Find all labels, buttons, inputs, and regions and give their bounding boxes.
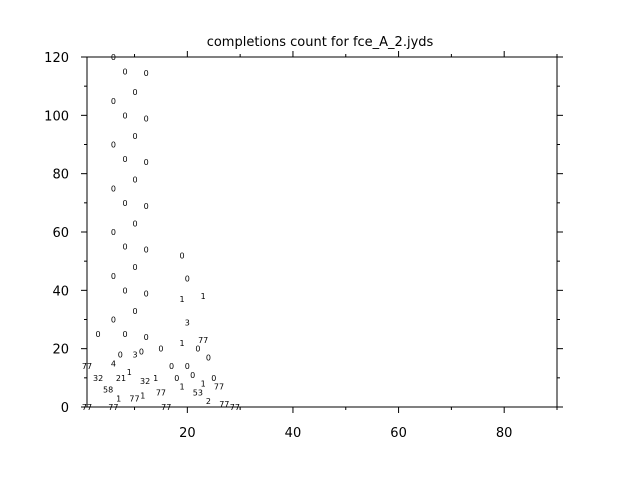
data-point-label: 58 bbox=[103, 386, 113, 395]
data-point-label: 0 bbox=[111, 316, 116, 325]
data-point-label: 77 bbox=[161, 403, 171, 412]
data-point-label: 1 bbox=[180, 383, 185, 392]
data-point-label: 0 bbox=[96, 330, 101, 339]
x-tick-label: 60 bbox=[390, 426, 407, 441]
data-point-label: 0 bbox=[144, 333, 149, 342]
data-point-label: 1 bbox=[180, 295, 185, 304]
data-point-label: 0 bbox=[133, 132, 138, 141]
data-point-label: 77 bbox=[108, 403, 118, 412]
data-point-label: 0 bbox=[195, 345, 200, 354]
data-point-label: 77 bbox=[156, 388, 166, 397]
data-point-label: 0 bbox=[206, 353, 211, 362]
data-point-label: 77 bbox=[198, 336, 208, 345]
x-tick-label: 80 bbox=[496, 426, 513, 441]
data-point-label: 0 bbox=[144, 158, 149, 167]
data-point-label: 77 bbox=[129, 394, 139, 403]
data-point-label: 0 bbox=[122, 155, 127, 164]
data-point-label: 1 bbox=[140, 391, 145, 400]
chart-title: completions count for fce_A_2.jyds bbox=[207, 35, 434, 50]
data-point-label: 0 bbox=[133, 219, 138, 228]
data-point-label: 32 bbox=[93, 374, 103, 383]
x-tick-label: 20 bbox=[179, 426, 196, 441]
data-point-label: 0 bbox=[185, 275, 190, 284]
data-point-label: 1 bbox=[201, 380, 206, 389]
data-point-label: 0 bbox=[111, 141, 116, 150]
y-tick-label: 80 bbox=[52, 168, 69, 183]
data-point-label: 0 bbox=[180, 251, 185, 260]
y-tick-label: 120 bbox=[44, 51, 69, 66]
data-point-label: 0 bbox=[122, 111, 127, 120]
data-point-label: 0 bbox=[144, 114, 149, 123]
data-point-label: 1 bbox=[127, 368, 132, 377]
data-point-label: 0 bbox=[190, 371, 195, 380]
data-point-label: 0 bbox=[211, 374, 216, 383]
data-point-label: 77 bbox=[214, 383, 224, 392]
y-tick-label: 60 bbox=[52, 226, 69, 241]
data-point-label: 0 bbox=[144, 202, 149, 211]
data-point-label: 0 bbox=[174, 374, 179, 383]
data-point-label: 0 bbox=[122, 330, 127, 339]
data-point-label: 0 bbox=[111, 97, 116, 106]
data-point-label: 53 bbox=[193, 388, 203, 397]
data-point-label: 0 bbox=[111, 272, 116, 281]
data-point-label: 77 bbox=[230, 403, 240, 412]
data-point-label: 0 bbox=[122, 286, 127, 295]
data-point-label: 1 bbox=[180, 339, 185, 348]
plot-frame bbox=[86, 56, 558, 408]
data-point-label: 1 bbox=[201, 292, 206, 301]
data-point-label: 21 bbox=[116, 374, 126, 383]
data-point-label: 0 bbox=[111, 228, 116, 237]
y-tick-label: 100 bbox=[44, 109, 69, 124]
data-point-label: 0 bbox=[144, 69, 149, 78]
data-point-label: 0 bbox=[139, 348, 144, 357]
y-tick-label: 40 bbox=[52, 284, 69, 299]
data-point-label: 0 bbox=[133, 263, 138, 272]
data-point-label: 0 bbox=[133, 176, 138, 185]
data-point-label: 0 bbox=[111, 53, 116, 62]
data-point-label: 0 bbox=[122, 199, 127, 208]
data-point-label: 3 bbox=[185, 318, 190, 327]
data-point-label: 32 bbox=[140, 377, 150, 386]
data-point-label: 77 bbox=[82, 403, 92, 412]
y-tick-label: 0 bbox=[61, 401, 69, 416]
data-point-label: 0 bbox=[144, 246, 149, 255]
data-point-label: 3 bbox=[133, 351, 138, 360]
data-point-label: 0 bbox=[185, 362, 190, 371]
data-point-label: 77 bbox=[219, 400, 229, 409]
data-point-label: 0 bbox=[133, 88, 138, 97]
data-point-label: 0 bbox=[169, 362, 174, 371]
data-point-label: 77 bbox=[82, 362, 92, 371]
y-tick-label: 20 bbox=[52, 343, 69, 358]
data-point-label: 0 bbox=[133, 307, 138, 316]
data-point-label: 0 bbox=[111, 184, 116, 193]
data-point-label: 0 bbox=[118, 351, 123, 360]
x-tick-label: 40 bbox=[285, 426, 302, 441]
data-point-label: 1 bbox=[153, 374, 158, 383]
data-point-label: 4 bbox=[111, 359, 116, 368]
data-point-label: 0 bbox=[144, 289, 149, 298]
data-point-label: 0 bbox=[158, 345, 163, 354]
data-point-label: 0 bbox=[122, 243, 127, 252]
data-point-label: 2 bbox=[206, 397, 211, 406]
data-point-label: 1 bbox=[116, 394, 121, 403]
data-point-label: 0 bbox=[122, 68, 127, 77]
